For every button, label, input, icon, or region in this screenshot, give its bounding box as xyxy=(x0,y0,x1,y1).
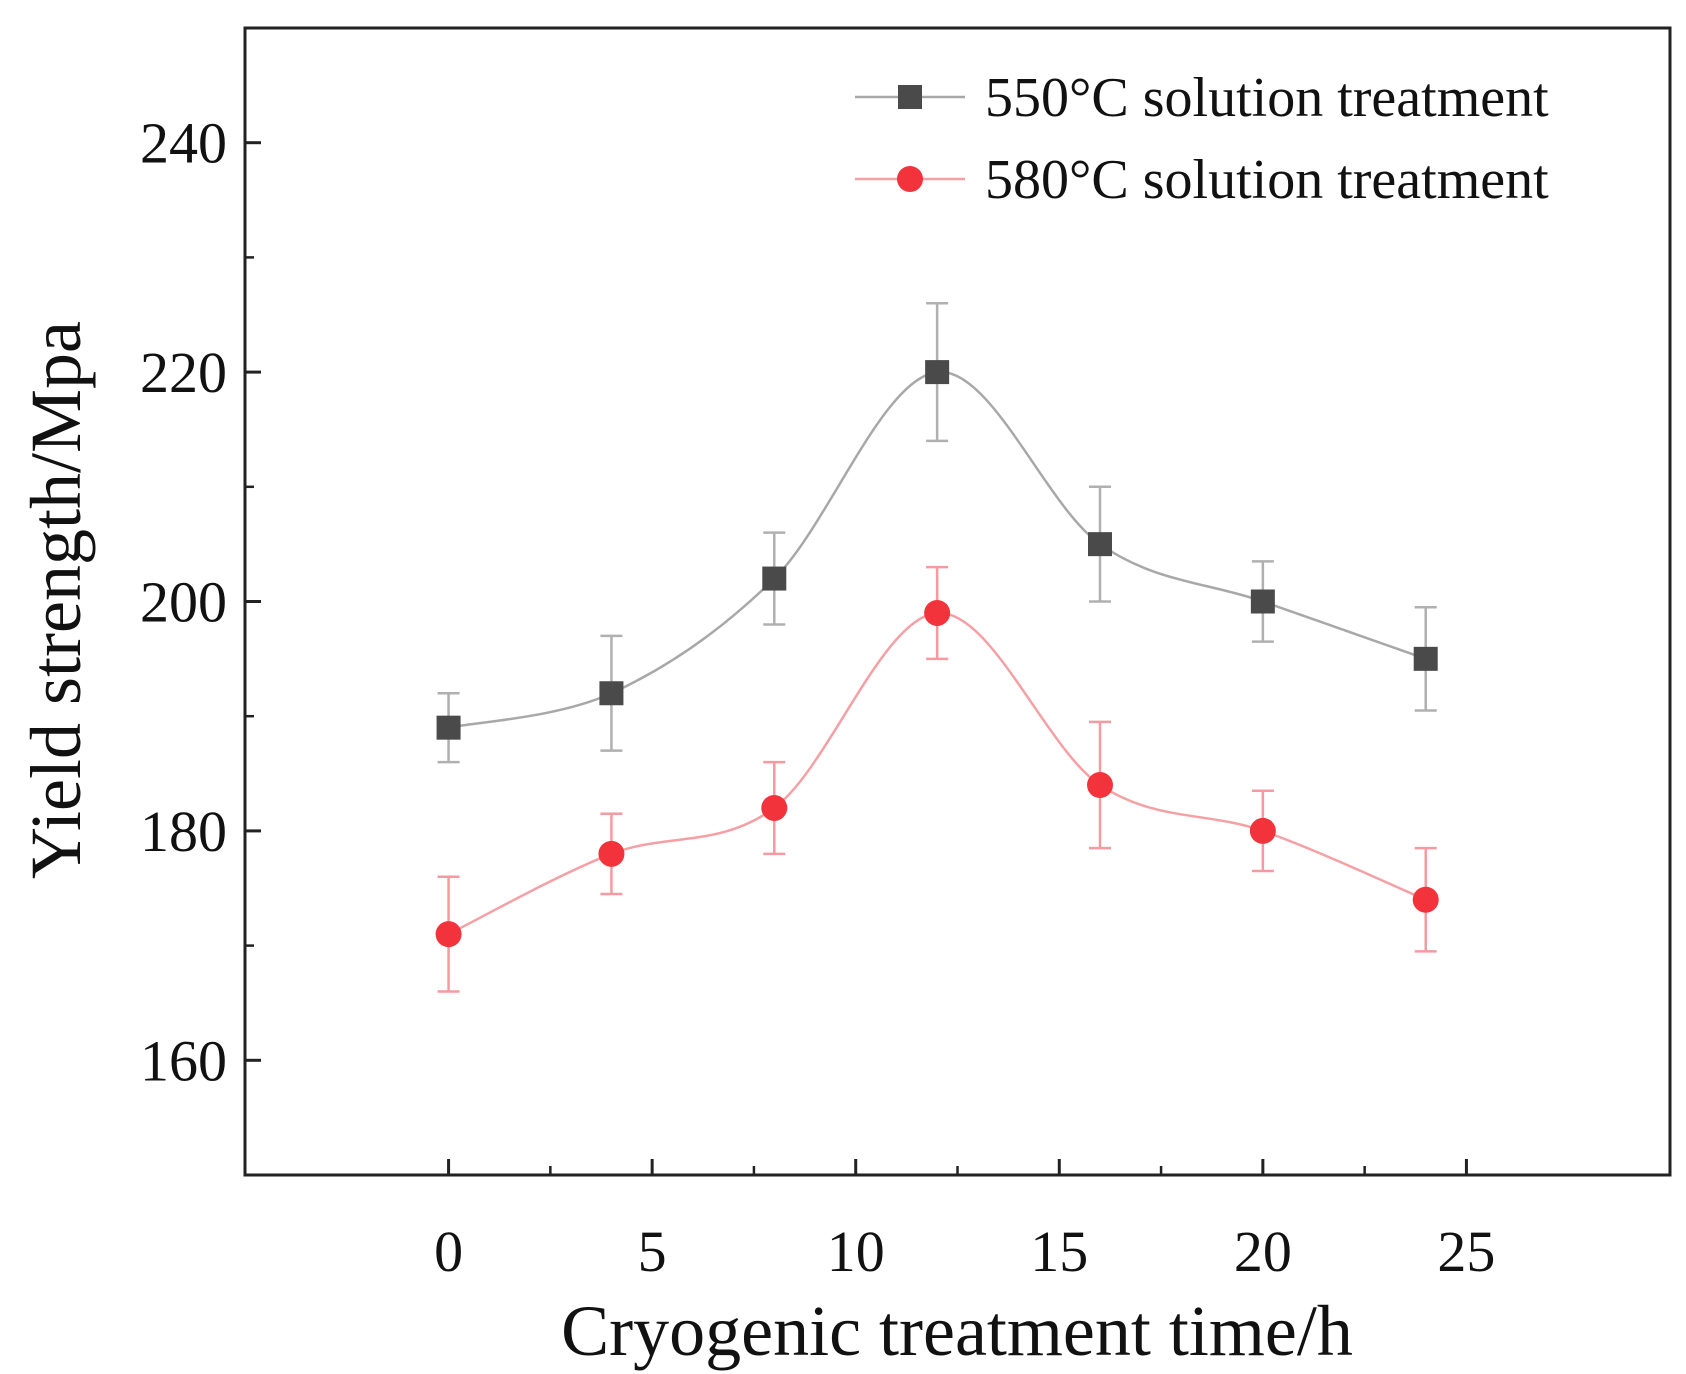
legend: 550°C solution treatment 580°C solution t… xyxy=(855,67,1549,211)
x-tick-label: 20 xyxy=(1234,1219,1292,1284)
data-point-series-2 xyxy=(598,840,625,867)
legend-marker-2 xyxy=(897,166,923,192)
x-tick-label: 0 xyxy=(434,1219,463,1284)
data-point-series-2 xyxy=(761,794,788,821)
y-tick-label: 200 xyxy=(140,570,227,635)
x-tick-label: 15 xyxy=(1030,1219,1088,1284)
data-point-series-2 xyxy=(924,599,951,626)
x-axis-title: Cryogenic treatment time/h xyxy=(561,1291,1353,1371)
x-tick-label: 5 xyxy=(638,1219,667,1284)
x-tick-label: 10 xyxy=(827,1219,885,1284)
y-tick-label: 240 xyxy=(140,111,227,176)
data-point-series-1 xyxy=(436,715,461,740)
data-point-series-2 xyxy=(1249,817,1276,844)
legend-label-1: 550°C solution treatment xyxy=(985,67,1549,129)
y-tick-label: 160 xyxy=(140,1028,227,1093)
series-line-2 xyxy=(448,611,1427,936)
x-tick-label: 25 xyxy=(1437,1219,1495,1284)
data-point-series-2 xyxy=(1087,772,1113,799)
y-tick-label: 180 xyxy=(140,799,227,864)
data-point-series-1 xyxy=(925,360,950,385)
data-point-series-2 xyxy=(1412,886,1439,913)
data-point-series-1 xyxy=(762,566,787,591)
legend-marker-1 xyxy=(898,85,922,109)
axes-layer: 0 5 10 15 20 25 160 180 200 220 240 xyxy=(140,111,1495,1284)
y-axis-title: Yield strength/Mpa xyxy=(16,321,96,879)
plot-layer xyxy=(435,302,1439,993)
data-point-series-1 xyxy=(1088,532,1112,557)
data-point-series-1 xyxy=(1413,646,1438,671)
data-point-series-1 xyxy=(1250,589,1275,614)
data-point-series-2 xyxy=(435,921,462,948)
data-point-series-1 xyxy=(599,681,624,706)
legend-label-2: 580°C solution treatment xyxy=(985,149,1549,211)
y-tick-label: 220 xyxy=(140,340,227,405)
